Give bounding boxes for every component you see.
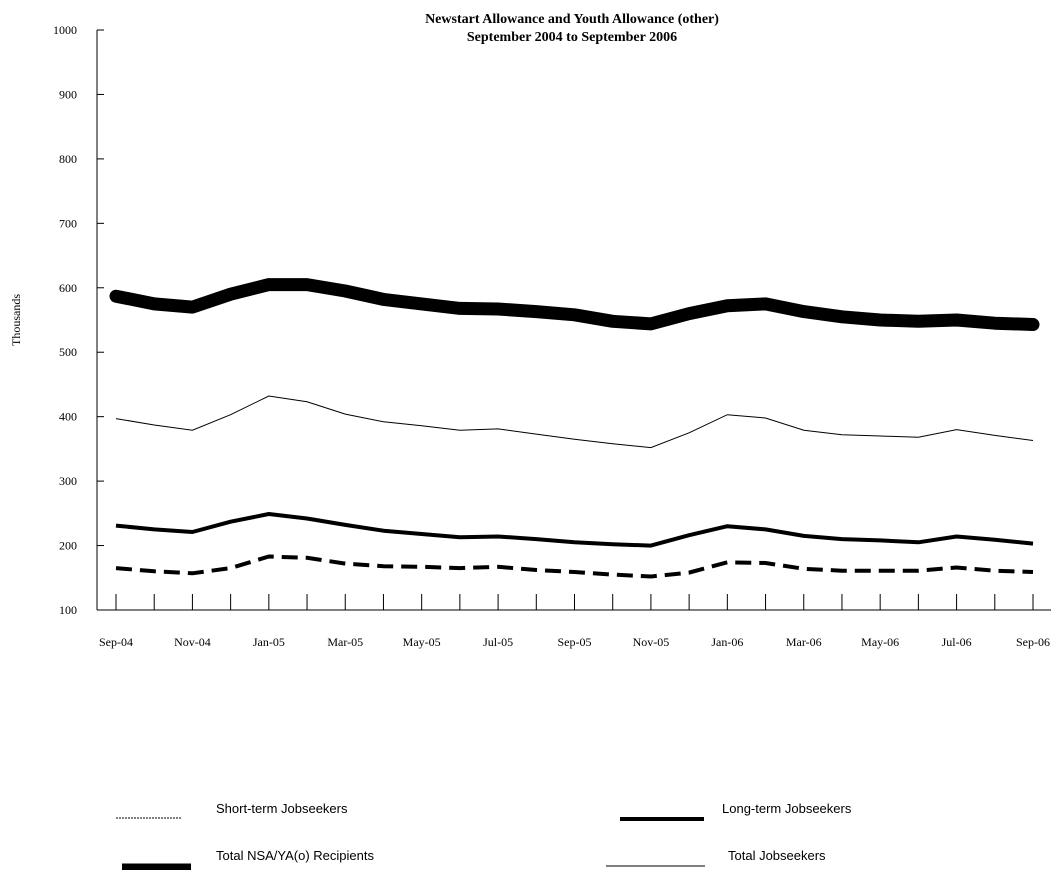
- y-tick-label: 800: [59, 152, 77, 166]
- x-tick-label: Nov-04: [174, 635, 211, 649]
- y-tick-label: 1000: [53, 23, 77, 37]
- x-tick-label: Jul-05: [483, 635, 513, 649]
- series-line-thick-dashed: [115, 554, 1034, 579]
- series-line-very-thick-solid: [109, 278, 1040, 331]
- x-tick-label: Jul-06: [942, 635, 972, 649]
- legend-label: Short-term Jobseekers: [216, 801, 348, 816]
- y-tick-label: 100: [59, 603, 77, 617]
- series-line-thick-solid: [115, 512, 1034, 548]
- legend-label: Long-term Jobseekers: [722, 801, 852, 816]
- y-tick-label: 700: [59, 216, 77, 230]
- x-tick-label: Jan-05: [253, 635, 285, 649]
- y-tick-label: 500: [59, 345, 77, 359]
- y-tick-label: 900: [59, 87, 77, 101]
- series-line-thin-solid: [115, 395, 1034, 449]
- legend-label: Total Jobseekers: [728, 848, 826, 863]
- chart-subtitle: September 2004 to September 2006: [467, 30, 677, 45]
- y-tick-label: 400: [59, 410, 77, 424]
- x-tick-label: May-06: [861, 635, 899, 649]
- x-tick-label: Mar-05: [327, 635, 363, 649]
- x-tick-label: Sep-04: [99, 635, 133, 649]
- series-layer: [109, 278, 1040, 579]
- y-tick-label: 200: [59, 539, 77, 553]
- y-axis-label: Thousands: [9, 294, 23, 346]
- y-tick-label: 300: [59, 474, 77, 488]
- axes: 100 200 300 400 500 600 700 800 900 1000 Sep-04 Nov…: [53, 23, 1051, 649]
- y-tick-label: 600: [59, 281, 77, 295]
- legend: Short-term Jobseekers Long-term Jobseeker…: [116, 801, 852, 870]
- legend-label: Total NSA/YA(o) Recipients: [216, 848, 374, 863]
- chart-title: Newstart Allowance and Youth Allowance (…: [425, 12, 719, 27]
- x-tick-label: Mar-06: [786, 635, 822, 649]
- x-tick-label: Sep-05: [558, 635, 592, 649]
- x-tick-label: May-05: [403, 635, 441, 649]
- x-tick-label: Nov-05: [633, 635, 670, 649]
- x-tick-label: Jan-06: [711, 635, 743, 649]
- x-tick-label: Sep-06: [1016, 635, 1050, 649]
